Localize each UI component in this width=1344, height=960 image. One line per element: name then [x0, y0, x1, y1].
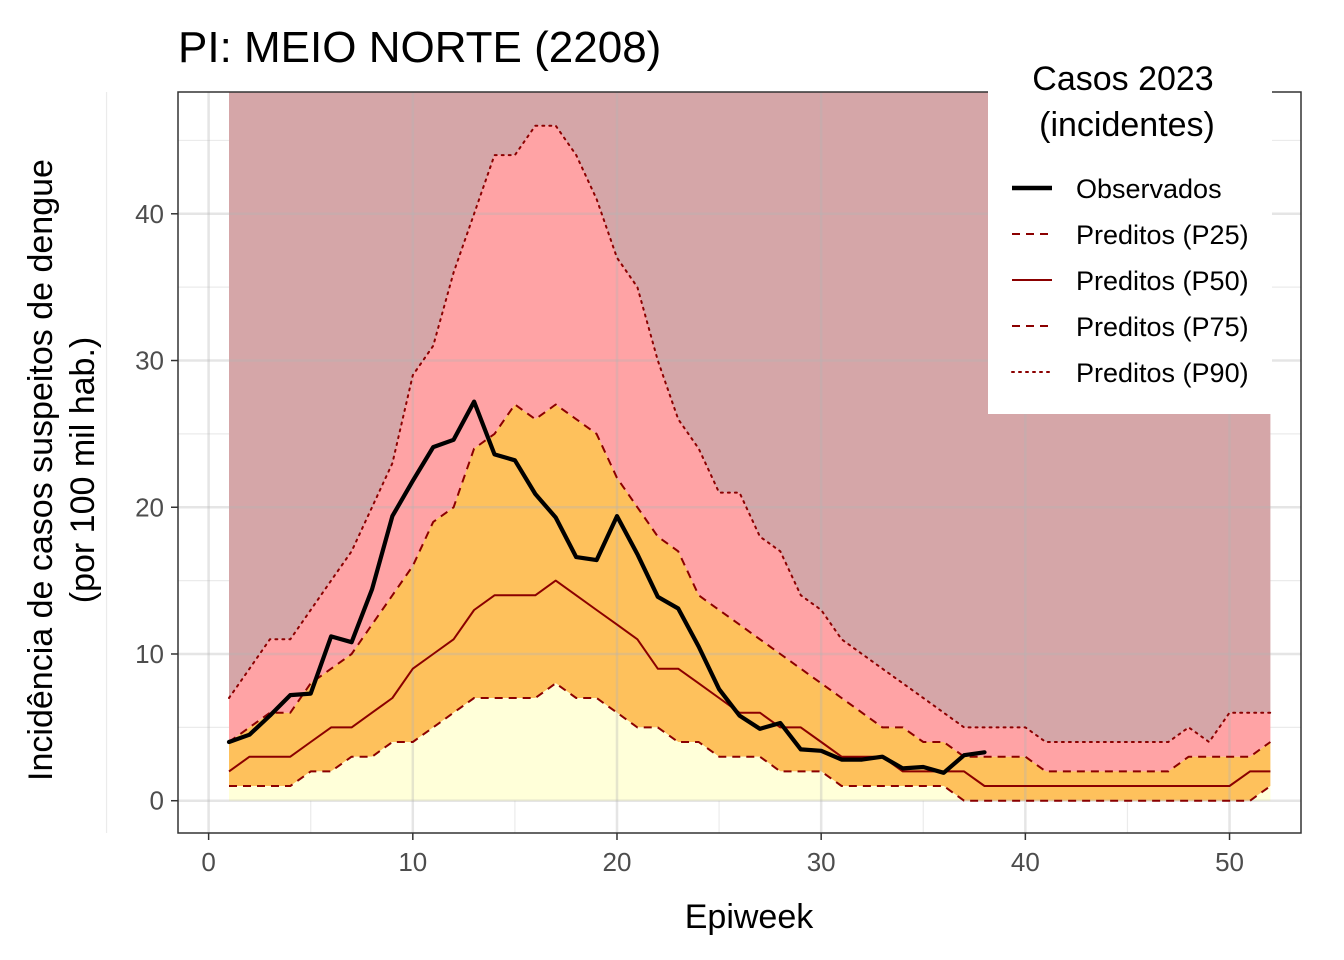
series-lines: [226, 124, 1272, 802]
series-line-p75: [228, 403, 1271, 773]
plot-border: [177, 91, 1302, 834]
y-tick-label: 0: [150, 786, 164, 816]
legend-label: Observados: [1076, 174, 1222, 204]
legend-label: Preditos (P75): [1076, 312, 1249, 342]
band-p75-p90: [229, 125, 1271, 772]
band-below-p25: [229, 683, 1271, 801]
y-axis-title-line2: (por 100 mil hab.): [64, 337, 102, 603]
legend-items: Observados Preditos (P25) Preditos (P50) Pr…: [1011, 174, 1249, 388]
legend-title-line2: (incidentes): [1039, 106, 1215, 144]
legend-label: Preditos (P90): [1076, 358, 1249, 388]
y-axis-title-line1: Incidência de casos suspeitos de dengue: [22, 159, 60, 781]
x-tick-label: 50: [1215, 847, 1244, 877]
legend-background: [988, 52, 1272, 414]
y-tick-label: 30: [135, 346, 164, 376]
series-line-p90: [228, 124, 1272, 743]
y-tick-label: 10: [135, 639, 164, 669]
legend: Casos 2023 (incidentes) Observados Predit…: [988, 52, 1272, 414]
legend-label: Preditos (P25): [1076, 220, 1249, 250]
series-line-p50: [228, 579, 1271, 787]
x-tick-label: 40: [1011, 847, 1040, 877]
series-line-observados: [226, 399, 987, 775]
y-tick-label: 40: [135, 199, 164, 229]
x-tick-label: 20: [603, 847, 632, 877]
x-axis: 0 10 20 30 40 50: [201, 833, 1244, 877]
chart-title: PI: MEIO NORTE (2208): [178, 23, 661, 72]
legend-label: Preditos (P50): [1076, 266, 1249, 296]
band-p25-p75: [229, 404, 1271, 801]
y-axis: 0 10 20 30 40: [135, 199, 178, 816]
x-tick-label: 0: [201, 847, 215, 877]
x-tick-label: 30: [807, 847, 836, 877]
series-line-p25: [229, 682, 1271, 802]
legend-title-line1: Casos 2023: [1032, 60, 1213, 98]
y-tick-label: 20: [135, 492, 164, 522]
x-axis-title: Epiweek: [685, 898, 815, 936]
x-tick-label: 10: [398, 847, 427, 877]
